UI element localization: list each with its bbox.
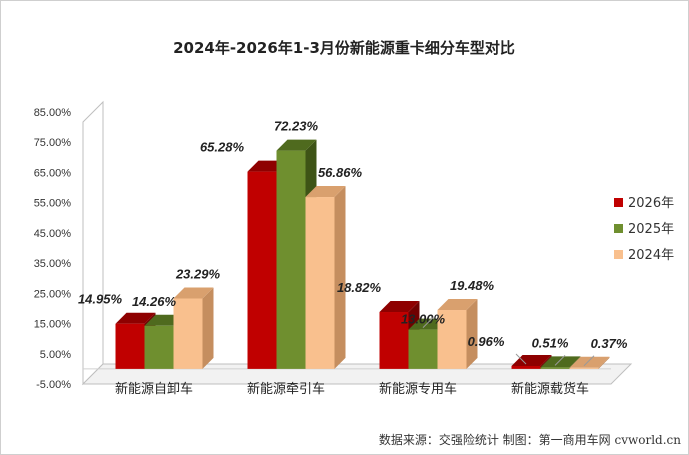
bar-top: [437, 299, 478, 311]
legend-item: 2024年: [614, 248, 674, 263]
data-label: 13.00%: [401, 312, 446, 327]
value-labels-layer: 新能源自卸车 新能源牵引车 新能源专用车 新能源载货车 14.95% 65.28% 18.8…: [78, 119, 628, 397]
legend-item: 2025年: [614, 222, 674, 237]
data-source-note: 数据来源：交强险统计 制图：第一商用车网 cvworld.cn: [379, 432, 681, 447]
bar-top: [540, 356, 581, 368]
bar-top: [276, 139, 317, 151]
bar-front: [437, 310, 467, 369]
bar: [437, 299, 478, 369]
legend-label: 2026年: [628, 196, 674, 211]
bar-top: [569, 356, 610, 368]
data-label: 18.82%: [337, 280, 382, 295]
bar-front: [115, 323, 145, 369]
bar-front: [247, 171, 277, 369]
leader-line: [515, 353, 527, 365]
legend-label: 2024年: [628, 248, 674, 263]
data-label: 56.86%: [318, 165, 363, 180]
legend-swatch: [614, 198, 623, 207]
bar-side: [466, 299, 478, 369]
category-label: 新能源自卸车: [115, 381, 193, 397]
bar-side: [334, 186, 346, 369]
bar-front: [144, 325, 174, 369]
bar-top: [115, 312, 156, 324]
y-tick-label: 75.00%: [34, 137, 72, 149]
bar-front: [276, 150, 306, 369]
data-label: 14.95%: [78, 292, 123, 307]
y-tick-label: 35.00%: [34, 258, 72, 270]
bar-front: [305, 197, 335, 369]
bars-layer: [115, 139, 610, 369]
bar-top: [173, 287, 214, 299]
legend: 2026年 2025年 2024年: [614, 196, 674, 263]
bar-top: [379, 301, 420, 313]
data-label: 14.26%: [132, 294, 177, 309]
data-label: 0.51%: [532, 335, 569, 350]
category-label: 新能源牵引车: [247, 381, 325, 397]
bar-front: [569, 367, 599, 369]
y-tick-label: 45.00%: [34, 228, 72, 240]
y-tick-label: 5.00%: [40, 349, 71, 361]
bar-front: [408, 329, 438, 369]
data-label: 0.37%: [591, 336, 628, 351]
bar: [173, 287, 214, 369]
y-tick-label: 25.00%: [34, 288, 72, 300]
bar-top: [305, 186, 346, 198]
side-wall: [82, 100, 104, 386]
category-label: 新能源专用车: [379, 381, 457, 397]
bar-front: [379, 312, 409, 369]
data-label: 23.29%: [175, 267, 221, 282]
leader-line: [422, 317, 434, 328]
legend-item: 2026年: [614, 196, 674, 211]
bar-side: [598, 356, 610, 369]
chart-title: 2024年-2026年1-3月份新能源重卡细分车型对比: [173, 39, 515, 57]
y-tick-label: -5.00%: [36, 379, 71, 391]
bar: [305, 186, 346, 369]
data-label: 65.28%: [200, 140, 245, 155]
y-tick-label: 15.00%: [34, 319, 72, 331]
leader-line: [554, 354, 566, 366]
data-label: 72.23%: [274, 119, 319, 134]
legend-label: 2025年: [628, 222, 674, 237]
legend-swatch: [614, 250, 623, 259]
bar-front: [540, 367, 570, 369]
y-tick-label: 65.00%: [34, 167, 72, 179]
data-label: 19.48%: [450, 278, 495, 293]
axis-layer: -5.00% 5.00% 15.00% 25.00% 35.00% 45.00% 55.00…: [34, 100, 633, 391]
category-label: 新能源载货车: [511, 381, 589, 397]
bar-side: [202, 287, 214, 369]
y-tick-label: 85.00%: [34, 107, 72, 119]
bar: [569, 356, 610, 369]
bar-front: [173, 298, 203, 369]
leader-line: [583, 355, 595, 367]
y-tick-label: 55.00%: [34, 198, 72, 210]
data-label: 0.96%: [468, 334, 505, 349]
bar-front: [511, 365, 541, 369]
bar-top: [511, 354, 552, 366]
legend-swatch: [614, 224, 623, 233]
